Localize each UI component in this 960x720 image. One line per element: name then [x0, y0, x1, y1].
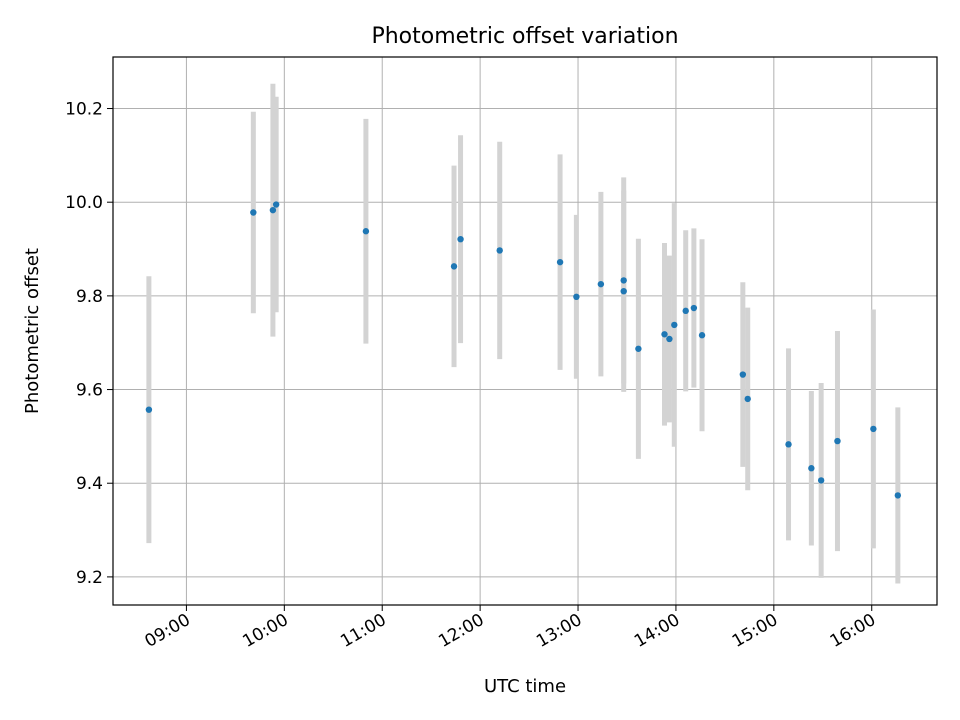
chart-title: Photometric offset variation — [371, 24, 678, 49]
data-point — [145, 406, 153, 413]
data-point — [272, 201, 280, 208]
data-point — [817, 477, 825, 484]
data-point — [450, 263, 458, 270]
data-point — [808, 465, 815, 472]
data-point — [620, 277, 627, 284]
data-point — [894, 492, 902, 499]
data-point — [698, 332, 706, 339]
data-point — [635, 345, 642, 352]
data-point — [671, 321, 678, 329]
y-tick-label: 9.4 — [76, 474, 103, 494]
data-point — [682, 307, 689, 315]
data-point — [556, 258, 564, 266]
data-point — [597, 280, 605, 288]
data-point — [666, 335, 673, 343]
data-point — [690, 304, 698, 312]
data-point — [785, 441, 792, 448]
data-point — [620, 287, 627, 295]
plot-area-frame — [112, 56, 938, 606]
y-tick-label: 9.6 — [76, 381, 103, 401]
data-point — [870, 425, 877, 433]
y-axis-ticks: 9.2 9.4 9.6 9.8 10.0 10.2 — [65, 100, 113, 588]
y-axis-label: Photometric offset — [22, 248, 43, 414]
y-tick-label: 10.0 — [65, 193, 103, 213]
y-tick-label: 10.2 — [65, 100, 103, 120]
data-point — [496, 247, 503, 254]
data-point — [661, 331, 668, 338]
data-point — [739, 371, 747, 378]
data-points — [145, 201, 902, 499]
data-point — [834, 437, 841, 445]
data-point — [269, 206, 277, 214]
y-tick-label: 9.2 — [76, 568, 103, 588]
data-point — [457, 235, 464, 243]
data-point — [362, 228, 370, 235]
data-point — [573, 293, 580, 301]
data-point — [744, 395, 751, 403]
x-axis-label: UTC time — [484, 676, 566, 697]
y-tick-label: 9.8 — [76, 287, 103, 307]
data-point — [250, 209, 257, 216]
